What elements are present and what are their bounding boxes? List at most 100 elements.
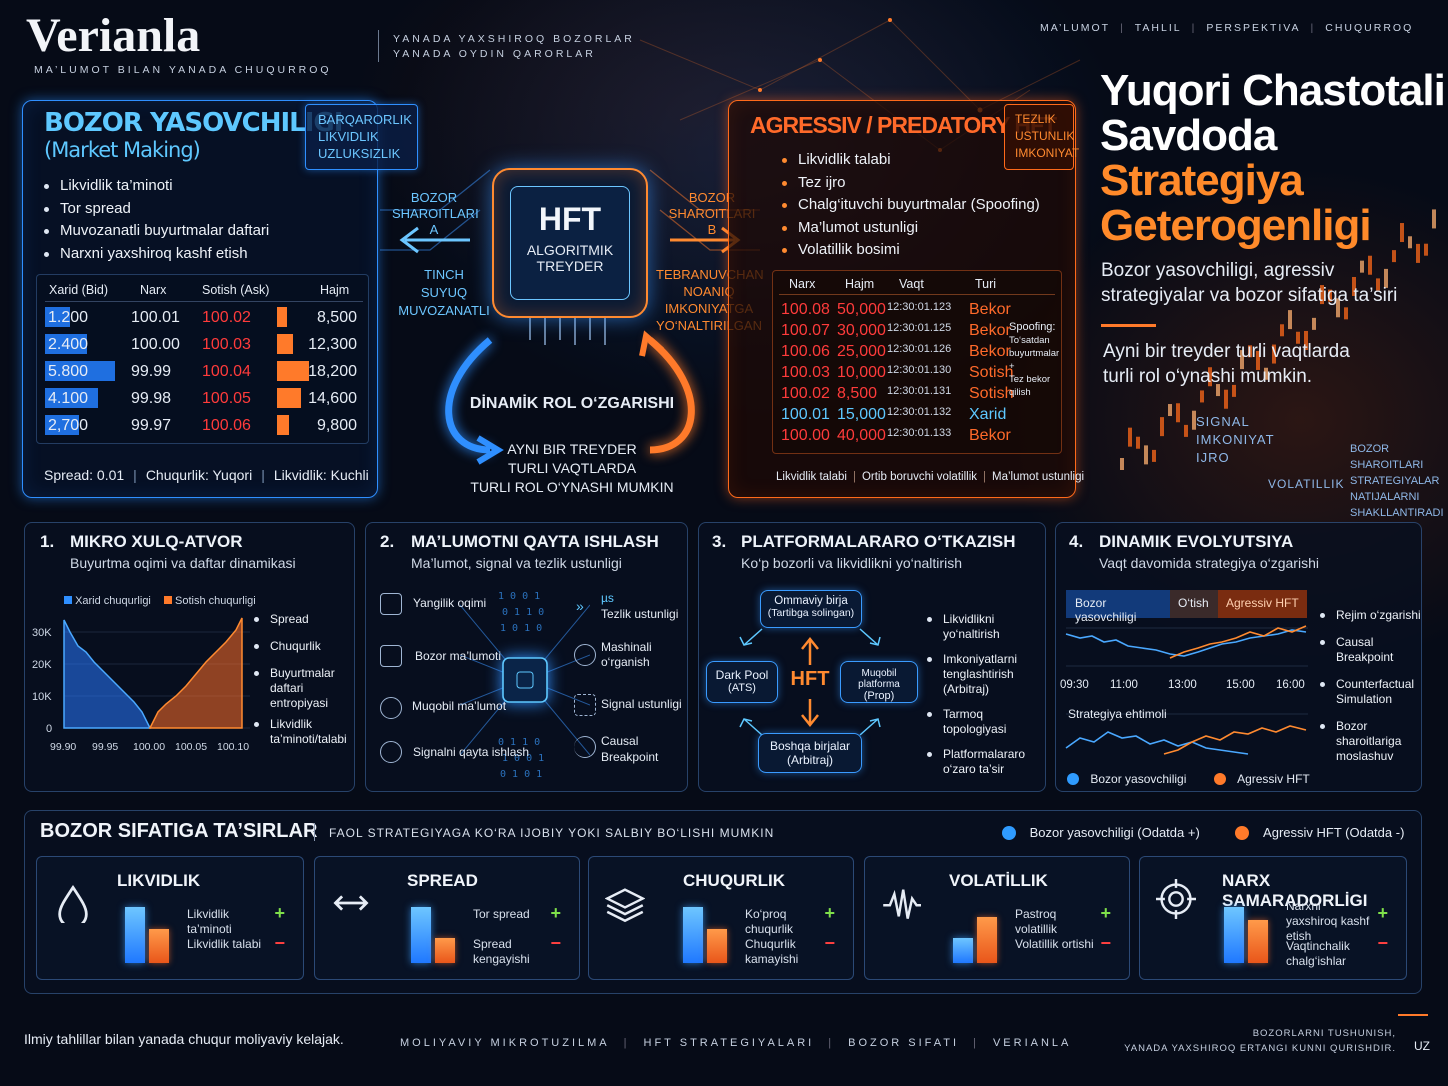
chip-label: TREYDER (536, 258, 604, 274)
motto-line: YANADA YAXSHIROQ ERTANGI KUNNI QURISHDIR… (1124, 1043, 1396, 1054)
ask-depth-bar (277, 415, 290, 435)
divider (45, 301, 363, 302)
decorative-candle (1336, 298, 1340, 318)
decorative-candle (1392, 250, 1396, 263)
hero-title-accent: Strategiya (1100, 156, 1304, 205)
decorative-candle (1200, 390, 1204, 403)
legend-label: Agressiv HFT (1237, 772, 1310, 786)
ask-cell: 100.06 (202, 417, 251, 434)
crosshair-icon (574, 694, 596, 716)
phase-market-making: Bozor yasovchiligi (1066, 590, 1170, 624)
micro-behavior-bullets: Spread Chuqurlik Buyurtmalar daftari ent… (252, 612, 352, 753)
type-cell: Bekor (969, 322, 1011, 339)
decorative-candle (1288, 310, 1292, 330)
phase-aggressive: Agressiv HFT (1218, 590, 1307, 618)
x-tick: 100.05 (175, 741, 207, 753)
bullet: Likvidlikni yo‘naltirish (925, 612, 1043, 642)
ask-depth-bar (277, 334, 293, 354)
label: TINCH (424, 267, 464, 282)
svg-text:0 1 0 1: 0 1 0 1 (500, 769, 542, 780)
decorative-candle (1360, 260, 1364, 273)
time-tick: 13:00 (1168, 679, 1197, 691)
section-title: PLATFORMALARARO O‘TKAZISH (741, 532, 1016, 551)
x-tick: 100.10 (217, 741, 249, 753)
nav-item-chuqurroq[interactable]: CHUQURROQ (1325, 22, 1414, 34)
bullet: Tarmoq topologiyasi (925, 707, 1043, 737)
aggressive-tags: TEZLIK USTUNLIK IMKONIYAT (1004, 104, 1079, 170)
section-cross-platform (698, 522, 1046, 792)
nav-separator: | (1310, 22, 1316, 34)
positive-impact-label: Pastroq volatillik (1015, 907, 1058, 936)
bullet: Likvidlik ta’minoti/talabi (252, 717, 352, 747)
brand-logo[interactable]: Verianla (26, 9, 201, 62)
decorative-candle (1192, 410, 1196, 430)
order-book-footer: Spread: 0.01 | Chuqurlik: Yuqori | Likvi… (44, 467, 369, 483)
x-tick: 99.95 (92, 741, 118, 753)
conditions-label: NATIJALARNI (1350, 491, 1420, 503)
brain-icon (574, 644, 596, 666)
decorative-candle (1208, 367, 1212, 387)
impact-card: SPREAD Tor spread + Spread kengayishi − (314, 856, 580, 980)
bullet: Ma’lumot ustunligi (780, 217, 1040, 240)
language-selector[interactable]: UZ (1414, 1039, 1430, 1053)
decorative-candle (1128, 427, 1132, 447)
platform-network-graphic (739, 628, 881, 736)
negative-impact-bar (149, 928, 169, 963)
spoofing-note: Spoofing: To‘satdan buyurtmalar + Tez be… (1009, 321, 1061, 399)
section-number: 4. (1069, 532, 1084, 551)
hft-chip-core: HFT ALGORITMIK TREYDER (510, 186, 630, 300)
label: TURLI VAQTLARDA (507, 460, 637, 476)
aggressive-bullets: Likvidlik talabi Tez ijro Chalg‘ituvchi … (780, 149, 1040, 262)
nav-item-malumot[interactable]: MA’LUMOT (1040, 22, 1111, 34)
time-tick: 11:00 (1110, 679, 1138, 691)
hero-subtitle: Bozor yasovchiligi, agressiv strategiyal… (1101, 260, 1398, 306)
header-divider (378, 30, 379, 62)
impact-subtitle: FAOL STRATEGIYAGA KO‘RA IJOBIY YOKI SALB… (329, 826, 775, 840)
nav-item-tahlil[interactable]: TAHLIL (1134, 22, 1182, 34)
market-making-tags: BARQARORLIK LIKVIDLIK UZLUKSIZLIK (305, 104, 418, 170)
order-flow-row: 100.08 50,000 12:30:01.123 Bekor (773, 299, 1011, 319)
section-subtitle: Vaqt davomida strategiya o‘zgarishi (1099, 555, 1319, 571)
volatility-label: VOLATILLIK (1268, 477, 1345, 491)
refresh-icon (574, 736, 596, 758)
price-cell: 99.98 (131, 390, 172, 407)
decorative-candle (1408, 236, 1412, 249)
legend-label: Bozor yasovchiligi (Odatda +) (1029, 825, 1200, 840)
svg-text:0 1 1 0: 0 1 1 0 (502, 607, 544, 618)
separator: | (623, 1037, 630, 1049)
probability-label: Strategiya ehtimoli (1068, 707, 1167, 721)
label: buyurtmalar + (1009, 348, 1060, 372)
footer-nav-item[interactable]: BOZOR SIFATI (848, 1037, 960, 1049)
node-label: Boshqa birjalar (769, 739, 851, 753)
nav-item-perspektiva[interactable]: PERSPEKTIVA (1206, 22, 1301, 34)
footer-tagline: Ilmiy tahlillar bilan yanada chuqur moli… (24, 1031, 344, 1047)
order-flow-row: 100.00 40,000 12:30:01.133 Bekor (773, 425, 1011, 445)
decorative-candle (1224, 389, 1228, 409)
ask-depth-bar (277, 361, 309, 381)
probability-line-mm (1065, 731, 1249, 755)
slogan-line-1: YANADA YAXSHIROQ BOZORLAR (393, 33, 635, 45)
section-subtitle: Buyurtma oqimi va daftar dinamikasi (70, 555, 296, 571)
bullet: Likvidlik talabi (780, 149, 1040, 172)
decorative-candle (1184, 424, 1188, 437)
footer-motto: BOZORLARNI TUSHUNISH, YANADA YAXSHIROQ E… (1110, 1026, 1396, 1056)
conditions-a-label: BOZOR SHAROITLARI A (392, 190, 479, 238)
footer-nav-item[interactable]: HFT STRATEGIYALARI (643, 1037, 815, 1049)
separator: | (261, 467, 265, 483)
brand-tagline: MA’LUMOT BILAN YANADA CHUQURROQ (34, 64, 332, 76)
positive-impact-label: Tor spread (473, 907, 530, 921)
label: Tez bekor qilish (1009, 374, 1051, 398)
impact-card-title: VOLATİLLIK (949, 871, 1048, 890)
col-header: Hajm (845, 277, 875, 291)
bullet: Rejim o‘zgarishi (1318, 608, 1422, 623)
type-cell: Sotish (969, 385, 1014, 402)
ask-depth-area (148, 617, 243, 729)
ask-cell: 100.05 (202, 390, 251, 407)
bid-depth-bar (45, 307, 71, 327)
bid-cell: 5.800 (48, 363, 89, 380)
nav-separator: | (1191, 22, 1197, 34)
volume-cell: 15,000 (837, 406, 886, 423)
footer-nav-item[interactable]: VERIANLA (992, 1037, 1072, 1049)
svg-text:0 1 1 0: 0 1 1 0 (498, 737, 540, 748)
footer-nav-item[interactable]: MOLIYAVIY MIKROTUZILMA (400, 1037, 610, 1049)
